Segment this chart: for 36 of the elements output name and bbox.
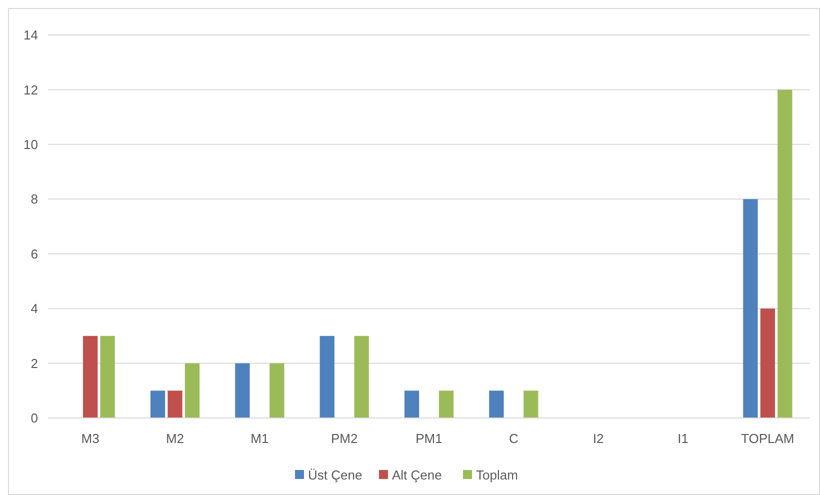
x-tick-label: I1 (678, 431, 688, 446)
x-tick-label: M2 (166, 431, 184, 446)
x-tick-label: M1 (250, 431, 269, 446)
legend-label: Üst Çene (308, 468, 362, 483)
bar (489, 390, 504, 418)
y-tick-label: 12 (24, 82, 38, 98)
bar (100, 336, 115, 418)
bar (778, 90, 792, 418)
bar (320, 336, 334, 418)
y-tick-label: 10 (24, 136, 38, 152)
bar (184, 363, 200, 418)
bar (743, 199, 758, 418)
bar (760, 308, 775, 418)
bar (150, 390, 166, 418)
bar (438, 390, 454, 418)
y-tick-label: 4 (30, 301, 38, 316)
y-tick-label: 14 (24, 28, 38, 43)
bar (404, 390, 420, 418)
y-tick-label: 6 (30, 246, 38, 262)
x-tick-label: PM1 (416, 431, 442, 446)
x-tick-label: PM2 (330, 431, 358, 446)
y-tick-label: 0 (30, 410, 38, 426)
bar (524, 390, 538, 418)
x-tick-label: TOPLAM (741, 431, 794, 446)
x-tick-label: I2 (592, 431, 604, 446)
x-tick-label: M3 (81, 431, 100, 446)
legend-label: Toplam (476, 468, 518, 483)
bar (235, 363, 250, 418)
bar (270, 363, 284, 418)
x-tick-label: C (508, 431, 518, 446)
bar (354, 336, 369, 418)
y-tick-label: 8 (30, 192, 38, 207)
legend-label: Alt Çene (392, 468, 442, 483)
y-tick-label: 2 (30, 356, 38, 371)
bar (168, 390, 182, 418)
bar (83, 336, 98, 418)
